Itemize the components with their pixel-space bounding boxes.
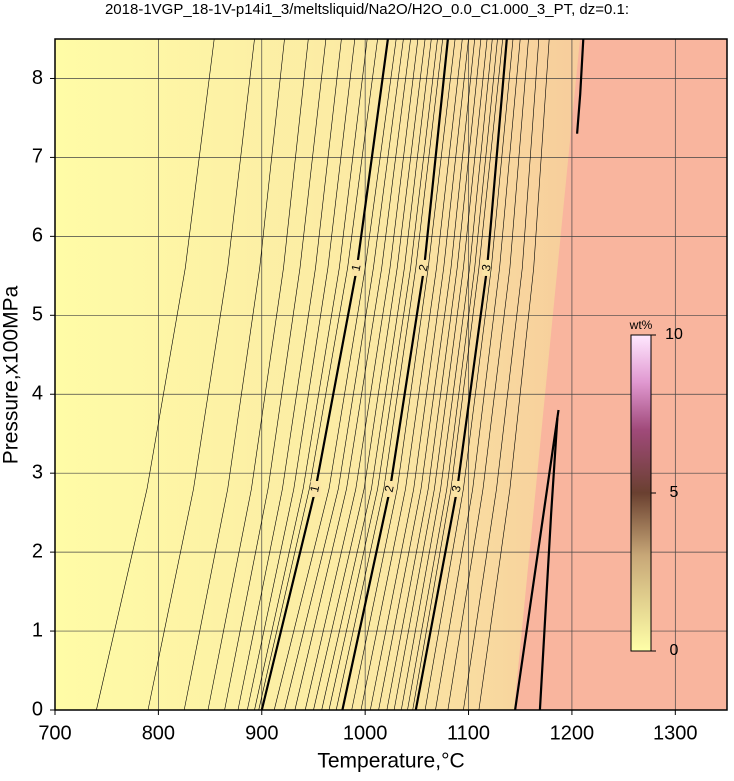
contour-line [247,38,356,711]
y-tick-label: 5 [32,304,43,326]
y-tick-label: 0 [32,698,43,720]
contour-line [478,38,550,711]
colorbar [630,334,652,652]
contour-label-bg [310,480,321,497]
contour-label: 3 [449,484,464,494]
contour-label: 2 [416,263,431,273]
contour-line [207,38,309,711]
contour-line [321,38,432,711]
contour-line [335,38,443,711]
y-tick-label: 8 [32,67,43,89]
y-tick-label: 2 [32,540,43,562]
contour-line [414,38,508,711]
contour-label-bg [452,480,463,497]
contour-label: 2 [382,484,397,494]
background-field [514,39,727,710]
contour-line [294,38,411,711]
x-tick-label: 1300 [653,722,698,744]
contour-line [260,38,389,711]
contour-line [463,38,540,711]
y-tick-label: 1 [32,619,43,641]
contour-label: 1 [307,484,322,494]
contour-line [435,38,521,711]
x-tick-label: 1100 [447,722,490,744]
contour-line [407,38,498,711]
contour-line [447,38,529,711]
contour-line [412,38,503,711]
contour-line [538,417,559,711]
contour-line [576,38,585,134]
contour-line [351,38,456,711]
colorbar-tick-label: 0 [670,642,679,659]
contour-line [183,38,285,711]
contour-line [273,38,397,711]
contour-line [360,38,463,711]
contour-line [401,38,493,711]
colorbar-tick-label: 5 [670,484,679,501]
y-tick-label: 7 [32,146,43,168]
contour-line [393,38,488,711]
x-tick-label: 700 [38,722,71,744]
contour-line [284,38,404,711]
contour-label-bg [482,259,493,276]
contour-line [237,38,342,711]
contour-line [258,38,378,711]
contour-line [96,38,215,711]
x-tick-label: 1000 [343,722,388,744]
colorbar-tick-label: 10 [665,326,683,343]
x-tick-label: 800 [142,722,175,744]
contour-line [224,38,327,711]
contour-label: 1 [349,263,364,273]
contour-line [304,38,419,711]
x-tick-label: 1200 [550,722,595,744]
contour-label: 3 [479,263,494,273]
contour-label-bg [351,259,362,276]
contour-line [386,38,482,711]
contour-line [147,38,255,711]
y-tick-label: 6 [32,225,43,247]
x-axis-label: Temperature,°C [317,750,464,773]
contour-line [341,38,449,711]
x-tick-label: 900 [245,722,278,744]
contour-line [254,38,368,711]
contour-line [378,38,475,711]
chart-title: 2018-1VGP_18-1V-p14i1_3/meltsliquid/Na2O… [105,1,629,18]
contour-line [370,38,469,711]
y-tick-label: 4 [32,383,43,405]
contour-line [424,38,514,711]
y-tick-label: 3 [32,461,43,483]
contour-line [328,38,438,711]
y-axis-label: Pressure,x100MPa [0,285,23,464]
contour-line [514,409,560,711]
contour-label-bg [384,480,395,497]
colorbar-label: wt% [629,318,653,332]
contour-line [313,38,426,711]
plot-frame [54,38,728,711]
contour-label-bg [419,259,430,276]
